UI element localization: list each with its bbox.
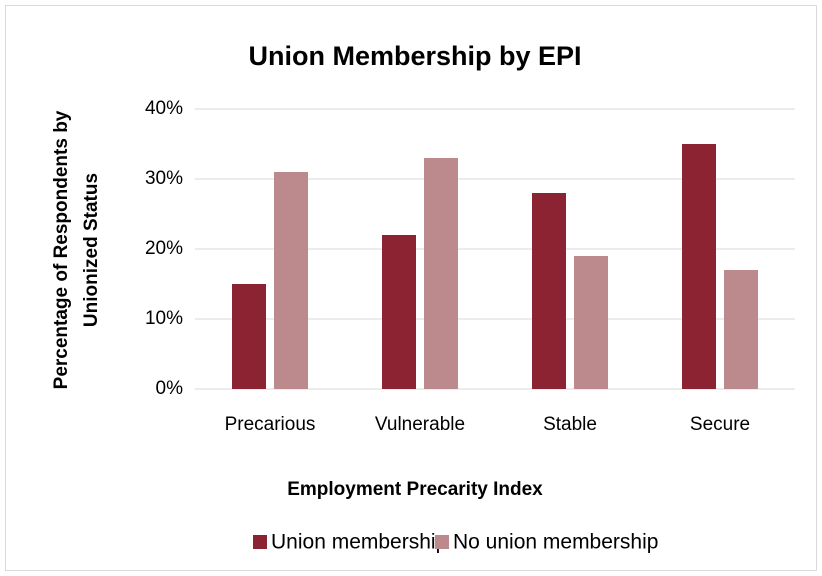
y-tick-label: 20%: [145, 238, 183, 259]
legend-swatch: [253, 535, 267, 549]
x-axis-title: Employment Precarity Index: [287, 479, 543, 500]
x-tick-label: Precarious: [225, 414, 316, 435]
x-tick-label: Stable: [543, 414, 597, 435]
x-tick-label: Vulnerable: [375, 414, 465, 435]
bar: [724, 270, 758, 389]
y-axis-title-line: Unionized Status: [81, 173, 102, 327]
bar: [532, 193, 566, 389]
chart-title: Union Membership by EPI: [248, 41, 581, 71]
legend-label: No union membership: [453, 531, 658, 554]
y-axis-title: Percentage of Respondents by Unionized S…: [51, 110, 102, 389]
y-tick-label: 0%: [156, 378, 184, 399]
y-axis-title-line: Percentage of Respondents by: [51, 110, 72, 389]
y-tick-label: 30%: [145, 168, 183, 189]
x-tick-label: Secure: [690, 414, 750, 435]
y-tick-label: 10%: [145, 308, 183, 329]
bar: [382, 235, 416, 389]
bar: [574, 256, 608, 389]
bar: [274, 172, 308, 389]
y-tick-label: 40%: [145, 98, 183, 119]
bar: [232, 284, 266, 389]
legend-swatch: [435, 535, 449, 549]
legend-label: Union membership: [271, 531, 447, 554]
bar: [424, 158, 458, 389]
bar: [682, 144, 716, 389]
